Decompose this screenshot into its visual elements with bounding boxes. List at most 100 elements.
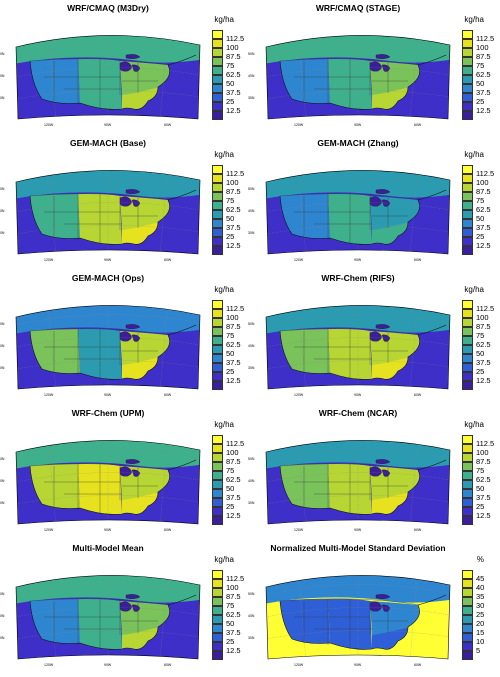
great-lakes	[119, 324, 141, 342]
southeast-us-region	[122, 492, 158, 515]
deposition-map	[258, 430, 456, 526]
panel-title: WRF/CMAQ (M3Dry)	[67, 3, 149, 13]
colorbar-segment	[212, 642, 223, 651]
eastern-us-region	[370, 61, 420, 96]
unit-label: kg/ha	[214, 555, 234, 564]
eastern-us-region	[370, 601, 420, 636]
colorbar-segment	[462, 489, 473, 498]
colorbar	[212, 570, 223, 660]
colorbar-tick-label: 50	[476, 79, 485, 88]
colorbar-segment	[462, 435, 473, 444]
colorbar-tick-label: 50	[476, 484, 485, 493]
map-panel: WRF/CMAQ (M3Dry) kg/ha 50N 40N 30N 120W 90W 60W…	[0, 0, 250, 135]
great-lakes	[369, 594, 391, 612]
colorbar-tick-label: 62.5	[476, 475, 491, 484]
state-boundaries	[29, 598, 171, 649]
colorbar-segment	[212, 309, 223, 318]
colorbar-tick-label: 62.5	[476, 205, 491, 214]
colorbar-segment	[212, 624, 223, 633]
colorbar-tick-label: 100	[476, 43, 489, 52]
colorbar-segment	[462, 48, 473, 57]
canada-region	[266, 35, 450, 65]
colorbar-tick-label: 10	[476, 637, 485, 646]
state-boundaries	[279, 58, 421, 109]
coastline	[279, 189, 447, 245]
colorbar-tick-label: 100	[476, 313, 489, 322]
colorbar-segment	[212, 471, 223, 480]
latitude-label: 40N	[0, 479, 5, 483]
colorbar-tick-label: 25	[476, 97, 485, 106]
lat-lon-gridlines	[16, 35, 200, 120]
colorbar-tick-label: 37.5	[476, 358, 491, 367]
colorbar-tick-label: 75	[226, 601, 235, 610]
colorbar-segment	[462, 111, 473, 120]
colorbar-tick-label: 100	[476, 448, 489, 457]
western-us-region	[30, 464, 80, 509]
colorbar-tick-label: 50	[226, 484, 235, 493]
colorbar-tick-label: 45	[476, 574, 485, 583]
colorbar-tick-label: 87.5	[476, 457, 491, 466]
colorbar-tick-label: 25	[476, 502, 485, 511]
colorbar-tick-label: 50	[476, 349, 485, 358]
colorbar-tick-label: 37.5	[476, 493, 491, 502]
colorbar-tick-label: 37.5	[226, 493, 241, 502]
eastern-us-region	[120, 61, 170, 96]
colorbar-segment	[462, 345, 473, 354]
colorbar-segment	[462, 336, 473, 345]
lat-lon-gridlines	[266, 575, 450, 660]
longitude-label: 120W	[294, 123, 304, 127]
colorbar-tick-label: 87.5	[476, 322, 491, 331]
colorbar-tick-label: 12.5	[476, 106, 491, 115]
longitude-label: 90W	[354, 528, 362, 532]
colorbar-segment	[212, 588, 223, 597]
colorbar-segment	[212, 633, 223, 642]
colorbar-tick-label: 87.5	[226, 187, 241, 196]
unit-label: kg/ha	[214, 150, 234, 159]
colorbar-tick-label: 62.5	[226, 610, 241, 619]
map-panel: Multi-Model Mean kg/ha 50N 40N 30N 120W 90W 60W…	[0, 540, 250, 675]
colorbar-tick-label: 62.5	[226, 205, 241, 214]
colorbar-tick-label: 87.5	[226, 457, 241, 466]
colorbar-segment	[462, 327, 473, 336]
colorbar-segment	[462, 30, 473, 39]
colorbar-tick-label: 50	[476, 214, 485, 223]
deposition-map	[258, 565, 456, 661]
colorbar-tick-label: 112.5	[226, 439, 245, 448]
southeast-us-region	[372, 357, 408, 380]
canada-region	[16, 305, 200, 335]
map-panel: WRF-Chem (UPM) kg/ha 50N 40N 30N 120W 90W 60W 11…	[0, 405, 250, 540]
colorbar-segment	[462, 480, 473, 489]
colorbar-tick-label: 62.5	[226, 475, 241, 484]
colorbar-tick-label: 50	[226, 619, 235, 628]
great-lakes	[119, 594, 141, 612]
colorbar-tick-label: 37.5	[226, 628, 241, 637]
map-panel: WRF/CMAQ (STAGE) kg/ha 50N 40N 30N 120W 90W 60W…	[248, 0, 500, 135]
western-us-region	[30, 599, 80, 644]
colorbar-tick-label: 50	[226, 79, 235, 88]
colorbar	[212, 300, 223, 390]
colorbar-segment	[462, 228, 473, 237]
deposition-map	[8, 295, 206, 391]
colorbar-tick-label: 25	[226, 97, 235, 106]
colorbar-tick-label: 75	[226, 466, 235, 475]
longitude-label: 60W	[164, 663, 172, 667]
colorbar-tick-label: 40	[476, 583, 485, 592]
colorbar-segment	[462, 363, 473, 372]
unit-label: kg/ha	[464, 150, 484, 159]
colorbar-segment	[462, 165, 473, 174]
domain-outline	[15, 440, 201, 525]
colorbar-tick-label: 87.5	[226, 322, 241, 331]
colorbar-segment	[212, 246, 223, 255]
map-panel: GEM-MACH (Base) kg/ha 50N 40N 30N 120W 90W 60W 1…	[0, 135, 250, 270]
domain-outline	[265, 440, 451, 525]
southeast-us-region	[122, 222, 158, 245]
colorbar-segment	[462, 174, 473, 183]
colorbar-tick-label: 75	[226, 331, 235, 340]
colorbar	[212, 435, 223, 525]
eastern-us-region	[120, 466, 170, 501]
deposition-map	[258, 160, 456, 256]
colorbar-segment	[212, 237, 223, 246]
colorbar-segment	[462, 579, 473, 588]
southeast-us-region	[122, 87, 158, 110]
lat-lon-gridlines	[16, 305, 200, 390]
